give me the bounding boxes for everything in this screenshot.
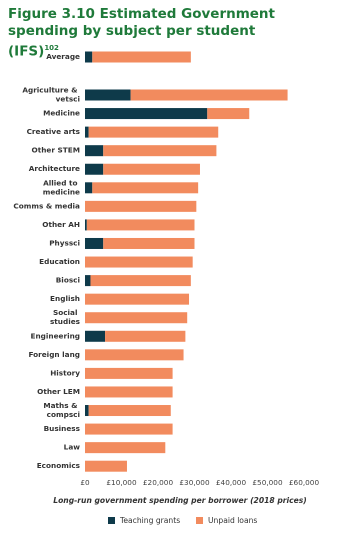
x-tick-label: £50,000 xyxy=(252,478,283,487)
bar-segment xyxy=(85,405,89,417)
y-tick-label: Average xyxy=(46,52,80,61)
x-tick-label: £10,000 xyxy=(106,478,137,487)
y-tick-label: Education xyxy=(39,257,80,266)
bar-segment xyxy=(85,312,188,324)
y-tick-label: English xyxy=(50,294,80,303)
bar-segment xyxy=(88,126,219,138)
legend-label: Teaching grants xyxy=(119,516,180,525)
label-line: medicine xyxy=(43,187,80,196)
y-tick-label: Economics xyxy=(37,461,80,470)
legend-swatch xyxy=(108,517,115,524)
bar-segment xyxy=(85,200,197,212)
y-tick-label: Other AH xyxy=(42,220,80,229)
title-text: Figure 3.10 Estimated Government spendin… xyxy=(8,6,276,60)
bar-segment xyxy=(85,256,193,268)
y-tick-label: Agriculture & vetsci xyxy=(22,86,80,104)
y-tick-label: Allied to medicine xyxy=(43,178,80,196)
bar-segment xyxy=(88,405,171,417)
bar-segment xyxy=(207,108,250,120)
y-tick-label: Business xyxy=(44,424,80,433)
x-tick-label: £40,000 xyxy=(216,478,247,487)
legend-swatch xyxy=(196,517,203,524)
bar-segment xyxy=(103,145,217,157)
y-tick-label: Social studies xyxy=(50,308,80,326)
bar-segment xyxy=(85,423,173,435)
bar-segment xyxy=(85,108,208,120)
bar-segment xyxy=(85,51,93,63)
y-tick-label: Creative arts xyxy=(27,127,80,136)
label-line: Agriculture & xyxy=(22,86,80,95)
bar-segment xyxy=(103,163,200,175)
x-tick-label: £20,000 xyxy=(143,478,174,487)
bar-segment xyxy=(90,275,191,287)
bar-segment xyxy=(85,145,104,157)
bar-segment xyxy=(103,237,195,249)
bar-segment xyxy=(85,163,104,175)
bar-segment xyxy=(85,442,166,454)
y-tick-label: Medicine xyxy=(43,109,80,118)
label-line: Allied to xyxy=(43,178,80,187)
y-tick-label: Other STEM xyxy=(32,146,80,155)
title-superscript: 102 xyxy=(44,44,59,52)
label-line: studies xyxy=(50,317,80,326)
x-tick-label: £0 xyxy=(80,478,90,487)
bar-segment xyxy=(85,386,173,398)
bar-segment xyxy=(85,182,93,194)
bar-segment xyxy=(85,275,91,287)
bar-segment xyxy=(86,219,195,231)
y-tick-label: Engineering xyxy=(30,331,80,340)
bar-segment xyxy=(85,126,89,138)
label-line: vetsci xyxy=(56,95,80,104)
bar-segment xyxy=(130,89,288,101)
x-tick-label: £30,000 xyxy=(179,478,210,487)
y-tick-label: Architecture xyxy=(29,164,80,173)
y-tick-label: Foreign lang xyxy=(28,350,80,359)
bar-segment xyxy=(85,89,131,101)
bar-segment xyxy=(85,349,184,361)
y-tick-label: Biosci xyxy=(56,276,80,285)
bar-segment xyxy=(105,330,186,342)
chart-title: Figure 3.10 Estimated Government spendin… xyxy=(8,6,308,61)
bar-segment xyxy=(85,330,106,342)
label-line: compsci xyxy=(47,410,80,419)
y-tick-label: Maths & compsci xyxy=(43,401,80,419)
x-tick-label: £60,000 xyxy=(289,478,320,487)
bar-segment xyxy=(85,237,104,249)
bar-segment xyxy=(85,293,190,305)
bar-segment xyxy=(85,367,173,379)
y-tick-label: History xyxy=(50,368,80,377)
label-line: Maths & xyxy=(43,401,80,410)
label-line: Social xyxy=(53,308,80,317)
y-tick-label: Other LEM xyxy=(37,387,80,396)
bar-segment xyxy=(85,219,87,231)
y-tick-label: Physsci xyxy=(49,238,80,247)
legend-label: Unpaid loans xyxy=(208,516,257,525)
x-axis-label: Long-run government spending per borrowe… xyxy=(53,496,307,505)
bar-segment xyxy=(85,460,127,472)
y-tick-label: Comms & media xyxy=(13,201,80,210)
y-tick-label: Law xyxy=(64,443,81,452)
bar-segment xyxy=(92,182,199,194)
bar-segment xyxy=(92,51,191,63)
